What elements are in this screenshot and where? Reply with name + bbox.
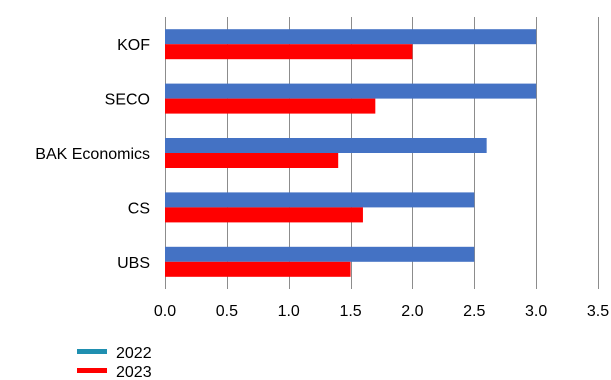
legend-label-2022: 2022: [116, 345, 152, 362]
x-axis-tick-labels: 0.0 0.5 1.0 1.5 2.0 2.5 3.0 3.5: [154, 303, 609, 320]
category-label: UBS: [117, 255, 150, 272]
bar-2023-3: [165, 207, 363, 223]
x-tick-label: 0.0: [154, 303, 176, 320]
legend-label-2023: 2023: [116, 364, 152, 380]
bar-2022-2: [165, 138, 487, 153]
bar-2022-3: [165, 192, 475, 208]
category-labels: KOF SECO BAK Economics CS UBS: [35, 37, 150, 272]
category-label: KOF: [117, 37, 150, 54]
x-tick-label: 0.5: [216, 303, 238, 320]
x-tick-label: 3.5: [587, 303, 609, 320]
bar-2022-4: [165, 246, 475, 262]
category-label: CS: [128, 200, 150, 217]
x-tick-label: 1.0: [278, 303, 300, 320]
bar-2023-4: [165, 261, 351, 277]
category-label: BAK Economics: [35, 146, 150, 163]
x-tick-label: 1.5: [339, 303, 361, 320]
legend: 2022 2023: [77, 345, 152, 380]
bar-2023-0: [165, 44, 413, 60]
legend-swatch-2023: [77, 368, 107, 373]
bar-2022-0: [165, 29, 537, 45]
x-tick-label: 2.0: [401, 303, 423, 320]
bar-2022-1: [165, 83, 537, 99]
bars: [165, 29, 537, 277]
bar-2023-2: [165, 153, 339, 168]
bar-2023-1: [165, 98, 376, 114]
category-label: SECO: [105, 92, 150, 109]
x-tick-label: 3.0: [525, 303, 547, 320]
legend-swatch-2022: [77, 349, 107, 354]
x-tick-label: 2.5: [463, 303, 485, 320]
